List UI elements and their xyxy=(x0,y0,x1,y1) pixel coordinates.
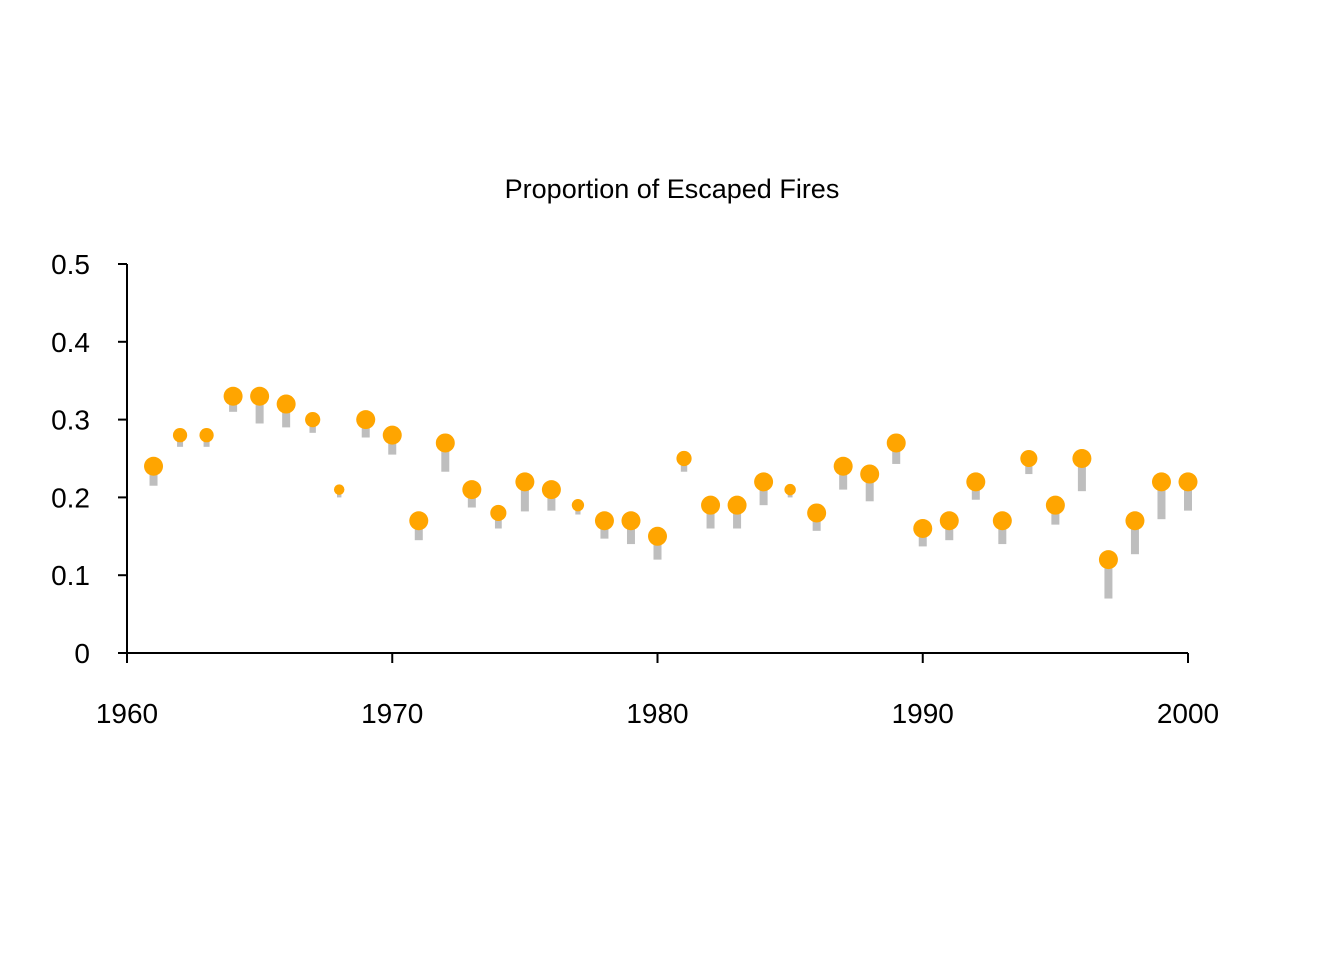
data-stem xyxy=(149,466,158,486)
data-stem xyxy=(1077,458,1086,492)
data-stem xyxy=(653,536,662,560)
data-stem xyxy=(839,466,848,490)
data-stem xyxy=(441,442,450,472)
data-point xyxy=(462,480,482,500)
y-tick-label: 0.5 xyxy=(51,249,90,280)
data-stem xyxy=(733,505,742,529)
data-point xyxy=(648,526,667,546)
data-point xyxy=(594,511,614,531)
data-point xyxy=(1151,472,1171,492)
data-stem xyxy=(1157,481,1166,520)
data-point xyxy=(966,472,986,492)
data-stem xyxy=(282,404,291,428)
data-point xyxy=(860,464,880,484)
chart-title: Proportion of Escaped Fires xyxy=(505,174,840,204)
y-tick-label: 0.1 xyxy=(51,560,90,591)
data-stem xyxy=(759,481,768,506)
data-stem xyxy=(945,520,954,541)
data-stem xyxy=(547,489,556,511)
data-stem xyxy=(1130,520,1139,555)
data-point xyxy=(490,504,507,522)
points-group xyxy=(144,386,1198,570)
x-axis: 1960 1970 1980 1990 2000 xyxy=(96,652,1219,729)
data-point xyxy=(199,428,214,443)
data-point xyxy=(1125,511,1145,531)
data-point xyxy=(807,503,827,523)
data-point xyxy=(754,472,774,492)
data-stem xyxy=(626,520,635,545)
data-stem xyxy=(865,474,874,502)
x-tick-label: 2000 xyxy=(1157,698,1219,729)
data-point xyxy=(676,450,692,467)
data-point xyxy=(276,394,296,414)
data-point xyxy=(356,410,376,430)
data-stem xyxy=(1104,559,1113,599)
data-point xyxy=(333,484,345,495)
data-stem xyxy=(1184,481,1192,511)
y-tick-label: 0 xyxy=(74,638,90,669)
data-point xyxy=(1045,495,1065,515)
data-point xyxy=(913,519,933,539)
x-tick-label: 1980 xyxy=(626,698,688,729)
data-point xyxy=(1072,449,1092,468)
data-point xyxy=(1098,550,1118,570)
x-tick-label: 1960 xyxy=(96,698,158,729)
y-tick-label: 0.2 xyxy=(51,482,90,513)
data-point xyxy=(382,425,402,445)
data-stem xyxy=(892,442,901,464)
data-stem xyxy=(414,520,423,541)
data-stem xyxy=(706,505,715,529)
data-stem xyxy=(388,435,397,455)
data-stem xyxy=(998,520,1007,545)
data-point xyxy=(784,483,796,496)
data-point xyxy=(833,456,853,476)
x-tick-label: 1970 xyxy=(361,698,423,729)
y-axis: 0 0.1 0.2 0.3 0.4 0.5 xyxy=(51,249,128,669)
data-point xyxy=(541,480,561,500)
data-point xyxy=(571,499,585,512)
data-stem xyxy=(1051,505,1060,525)
data-point xyxy=(515,472,535,492)
data-point xyxy=(886,433,906,453)
data-point xyxy=(144,456,164,476)
data-point xyxy=(701,495,721,515)
data-point xyxy=(621,511,641,531)
data-point xyxy=(1178,472,1198,492)
data-point xyxy=(992,511,1012,531)
data-point xyxy=(223,386,243,406)
data-point xyxy=(250,386,270,406)
data-point xyxy=(435,433,455,453)
data-point xyxy=(939,511,959,531)
data-point xyxy=(727,495,747,515)
data-stem xyxy=(255,396,264,424)
y-tick-label: 0.3 xyxy=(51,405,90,436)
data-point xyxy=(1020,449,1038,468)
data-stem xyxy=(520,481,529,512)
y-tick-label: 0.4 xyxy=(51,327,90,358)
data-point xyxy=(172,428,188,443)
data-point xyxy=(409,511,429,531)
x-tick-label: 1990 xyxy=(892,698,954,729)
data-point xyxy=(305,412,321,428)
